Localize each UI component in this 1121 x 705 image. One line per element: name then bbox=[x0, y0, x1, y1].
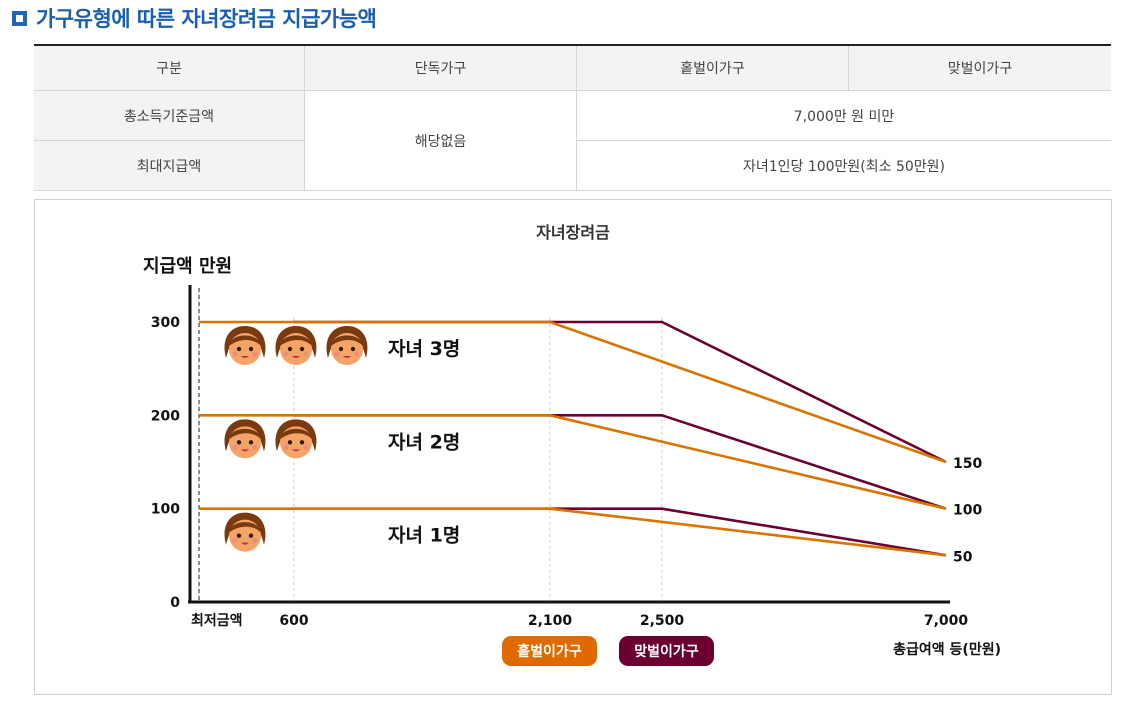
table-row: 최대지급액 자녀1인당 100만원(최소 50만원) bbox=[34, 140, 1111, 191]
income-limit-value: 7,000만 원 미만 bbox=[576, 90, 1111, 141]
legend-label-1: 맞벌이가구 bbox=[634, 643, 699, 660]
x-tick-label-0: 최저금액 bbox=[191, 612, 243, 629]
square-bullet-icon bbox=[12, 10, 27, 26]
end-value-label-150: 150 bbox=[953, 456, 982, 472]
table-header-single: 단독가구 bbox=[304, 44, 577, 91]
x-axis-label: 총급여액 등(만원) bbox=[893, 641, 1001, 658]
chart-axes bbox=[188, 285, 950, 604]
section-title: 가구유형에 따른 자녀장려금 지급가능액 bbox=[36, 7, 377, 31]
child-face-icon bbox=[326, 326, 368, 365]
legend-swatch-0 bbox=[502, 636, 597, 666]
group-label-300: 자녀 3명 bbox=[388, 338, 460, 360]
y-tick-label-0: 0 bbox=[170, 595, 180, 611]
x-tick-label-2100: 2,100 bbox=[528, 613, 573, 629]
legend-label-0: 홑벌이가구 bbox=[517, 643, 582, 660]
row-label-income: 총소득기준금액 bbox=[34, 90, 305, 141]
table-header-category: 구분 bbox=[34, 44, 305, 91]
chart-panel: 자녀장려금 지급액 만원 총급여액 등(만원) 0 100 200 300 최저금액 60… bbox=[34, 199, 1112, 695]
eligibility-table: 구분 단독가구 홑벌이가구 맞벌이가구 총소득기준금액 해당없음 7,000만 … bbox=[34, 44, 1111, 191]
series-line-홑벌이가구-1 bbox=[199, 507, 947, 557]
end-value-label-100: 100 bbox=[953, 503, 982, 519]
chart-ticks: 0 100 200 300 최저금액 600 2,100 2,500 7,000 150 100 50 bbox=[151, 315, 983, 629]
y-tick-label-100: 100 bbox=[151, 502, 180, 518]
chart-svg: 자녀장려금 지급액 만원 총급여액 등(만원) 0 100 200 300 최저금액 60… bbox=[143, 223, 1001, 666]
chart-legend: 홑벌이가구 맞벌이가구 bbox=[502, 636, 714, 666]
series-line-맞벌이가구-2 bbox=[294, 414, 947, 510]
end-value-label-50: 50 bbox=[953, 549, 973, 565]
child-face-icon bbox=[224, 512, 266, 552]
table-header-one-earner: 홑벌이가구 bbox=[576, 44, 849, 91]
y-tick-label-300: 300 bbox=[151, 315, 180, 331]
chart-series bbox=[199, 320, 947, 557]
group-label-100: 자녀 1명 bbox=[388, 525, 460, 547]
child-face-icon bbox=[275, 419, 317, 459]
legend-swatch-1 bbox=[619, 636, 714, 666]
chart-group-labels: 자녀 1명 자녀 2명 자녀 3명 bbox=[224, 326, 460, 552]
chart-title: 자녀장려금 bbox=[536, 223, 610, 242]
max-payment-value: 자녀1인당 100만원(최소 50만원) bbox=[576, 140, 1111, 191]
x-tick-label-7000: 7,000 bbox=[924, 613, 969, 629]
child-face-icon bbox=[224, 326, 266, 365]
child-face-icon bbox=[275, 326, 317, 365]
series-line-홑벌이가구-3 bbox=[199, 320, 947, 464]
row-label-max-payment: 최대지급액 bbox=[34, 140, 305, 191]
child-face-icon bbox=[224, 419, 266, 459]
group-label-200: 자녀 2명 bbox=[388, 431, 460, 453]
x-tick-label-2500: 2,500 bbox=[640, 613, 685, 629]
single-household-value: 해당없음 bbox=[304, 90, 577, 191]
series-line-홑벌이가구-2 bbox=[199, 414, 947, 510]
y-axis-label: 지급액 만원 bbox=[143, 256, 232, 277]
table-row: 총소득기준금액 해당없음 7,000만 원 미만 bbox=[34, 90, 1111, 191]
section-heading: 가구유형에 따른 자녀장려금 지급가능액 bbox=[12, 4, 377, 32]
x-tick-label-600: 600 bbox=[279, 613, 308, 629]
table-header-row: 구분 단독가구 홑벌이가구 맞벌이가구 bbox=[34, 44, 1111, 91]
table-header-dual-earner: 맞벌이가구 bbox=[848, 44, 1111, 91]
chart-guides bbox=[198, 288, 663, 602]
y-tick-label-200: 200 bbox=[151, 408, 180, 424]
